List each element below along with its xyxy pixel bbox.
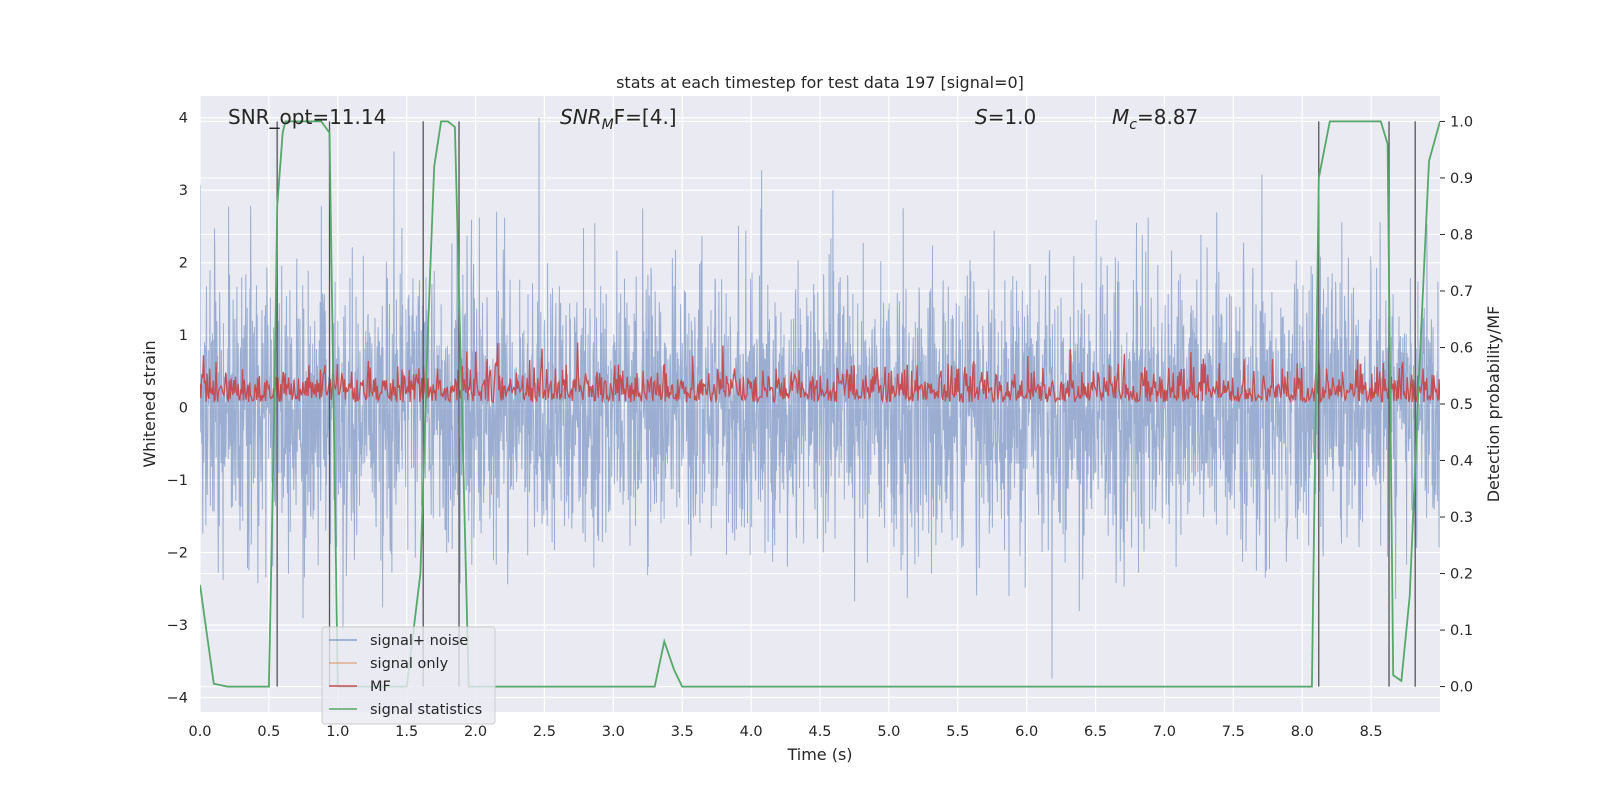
annotation-snr-opt: SNR_opt=11.14: [228, 105, 386, 129]
x-tick-label: 1.5: [395, 724, 418, 740]
y-axis-ticks: 4 3 2 1 0 −1 −2 −3 −4: [167, 111, 188, 707]
signal-noise-line: [200, 117, 1440, 679]
y-tick-label: 3: [179, 183, 188, 199]
x-tick-label: 1.0: [326, 724, 349, 740]
y2-tick-label: 1.0: [1450, 114, 1473, 130]
annotation-mc: Mc=8.87: [1112, 105, 1198, 133]
x-tick-label: 4.5: [808, 724, 831, 740]
y-tick-label: 1: [179, 328, 188, 344]
x-tick-label: 8.5: [1360, 724, 1383, 740]
snr-mf-sub: M: [602, 117, 614, 133]
vertical-markers: [276, 121, 1416, 687]
y2-axis-ticks: 1.0 0.9 0.8 0.7 0.6 0.5 0.4 0.3 0.2 0.1 0.0: [1440, 114, 1473, 696]
y2-tick-label: 0.5: [1450, 397, 1473, 413]
signal-statistics-series: [200, 120, 1440, 688]
snr-mf-suffix: F=[4.]: [614, 105, 677, 129]
y-tick-label: −4: [167, 691, 188, 707]
legend-label-signal-noise: signal+ noise: [370, 633, 468, 649]
annotation-snr-mf: SNRMF=[4.]: [560, 105, 677, 133]
x-tick-label: 4.0: [740, 724, 763, 740]
legend-label-signal-statistics: signal statistics: [370, 702, 482, 718]
mc-prefix: M: [1112, 105, 1129, 129]
x-tick-label: 2.5: [533, 724, 556, 740]
x-tick-label: 3.5: [671, 724, 694, 740]
annotation-s: S=1.0: [975, 105, 1036, 129]
y-tick-label: 4: [179, 111, 188, 127]
y2-tick-label: 0.9: [1450, 171, 1473, 187]
signal-noise-series: [200, 117, 1440, 679]
y-axis-label: Whitened strain: [140, 340, 159, 467]
signal-statistics-line: [200, 120, 1440, 688]
y2-tick-label: 0.1: [1450, 623, 1473, 639]
legend-box: [321, 626, 496, 725]
x-tick-label: 5.5: [946, 724, 969, 740]
y-tick-label: −3: [167, 618, 188, 634]
y-tick-label: −1: [167, 473, 188, 489]
legend: signal+ noise signal only MF signal stat…: [321, 626, 496, 725]
y-tick-label: −2: [167, 546, 188, 562]
x-tick-label: 7.0: [1153, 724, 1176, 740]
legend-label-signal-only: signal only: [370, 656, 449, 672]
x-tick-label: 0.0: [188, 724, 211, 740]
mc-sub: c: [1129, 117, 1137, 133]
x-tick-label: 3.0: [602, 724, 625, 740]
y2-axis-label: Detection probability/MF: [1484, 306, 1503, 503]
s-suffix: =1.0: [988, 105, 1037, 129]
y-tick-label: 2: [179, 256, 188, 272]
y2-tick-label: 0.0: [1450, 680, 1473, 696]
x-tick-label: 8.0: [1291, 724, 1314, 740]
x-tick-label: 6.0: [1015, 724, 1038, 740]
x-tick-label: 6.5: [1084, 724, 1107, 740]
snr-mf-prefix: SNR: [560, 105, 602, 129]
x-axis-ticks: 0.0 0.5 1.0 1.5 2.0 2.5 3.0 3.5 4.0 4.5 5.0 5.5 6.0 6…: [188, 724, 1382, 740]
y2-tick-label: 0.4: [1450, 454, 1473, 470]
y2-tick-label: 0.2: [1450, 567, 1473, 583]
x-tick-label: 2.0: [464, 724, 487, 740]
s-prefix: S: [975, 105, 988, 129]
y2-tick-label: 0.6: [1450, 340, 1473, 356]
y2-tick-label: 0.3: [1450, 510, 1473, 526]
chart-title: stats at each timestep for test data 197…: [616, 73, 1024, 92]
y2-tick-label: 0.7: [1450, 284, 1473, 300]
mf-series: [200, 342, 1440, 404]
x-tick-label: 7.5: [1222, 724, 1245, 740]
y-tick-label: 0: [179, 401, 188, 417]
mf-line: [200, 342, 1440, 404]
x-tick-label: 0.5: [257, 724, 280, 740]
x-axis-label: Time (s): [786, 745, 852, 764]
y2-tick-label: 0.8: [1450, 227, 1473, 243]
legend-label-mf: MF: [370, 679, 391, 695]
mc-suffix: =8.87: [1137, 105, 1198, 129]
x-tick-label: 5.0: [877, 724, 900, 740]
